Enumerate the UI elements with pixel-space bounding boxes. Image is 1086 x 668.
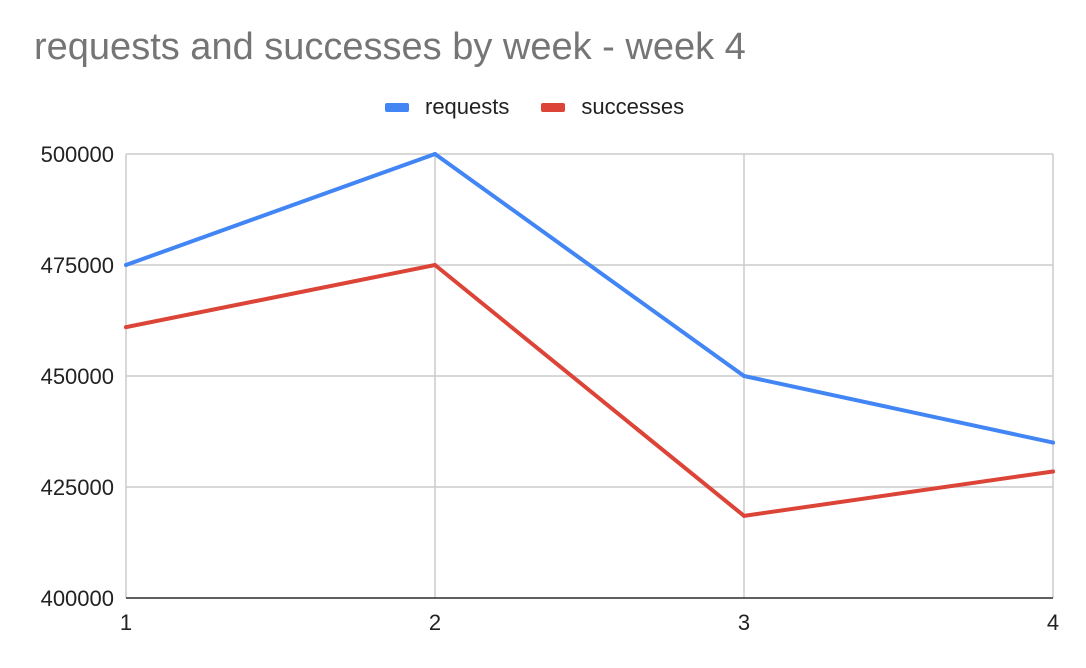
data-point-successes [1051,469,1055,474]
x-tick-label: 3 [738,610,750,635]
series-line-requests [124,152,1055,445]
data-point-successes [433,263,437,267]
data-point-successes [124,325,128,330]
legend-label-requests: requests [425,94,510,119]
series-line-successes [124,263,1055,518]
x-tick-label: 1 [120,610,132,635]
legend-label-successes: successes [581,94,685,119]
data-point-requests [742,374,746,378]
data-point-requests [1051,440,1055,445]
legend: requests successes [385,94,716,120]
y-tick-label: 400000 [41,586,114,611]
y-tick-label: 450000 [41,364,114,389]
legend-item-successes[interactable]: successes [541,94,684,120]
data-point-requests [433,152,437,156]
chart-title: requests and successes by week - week 4 [34,26,746,68]
legend-swatch-successes [541,102,566,112]
data-point-successes [742,513,746,518]
data-point-requests [124,263,128,267]
x-tick-label: 4 [1047,610,1059,635]
y-tick-label: 500000 [41,142,114,167]
y-tick-label: 425000 [41,475,114,500]
legend-item-requests[interactable]: requests [385,94,509,120]
y-tick-label: 475000 [41,253,114,278]
legend-swatch-requests [385,102,409,112]
x-tick-label: 2 [429,610,441,635]
